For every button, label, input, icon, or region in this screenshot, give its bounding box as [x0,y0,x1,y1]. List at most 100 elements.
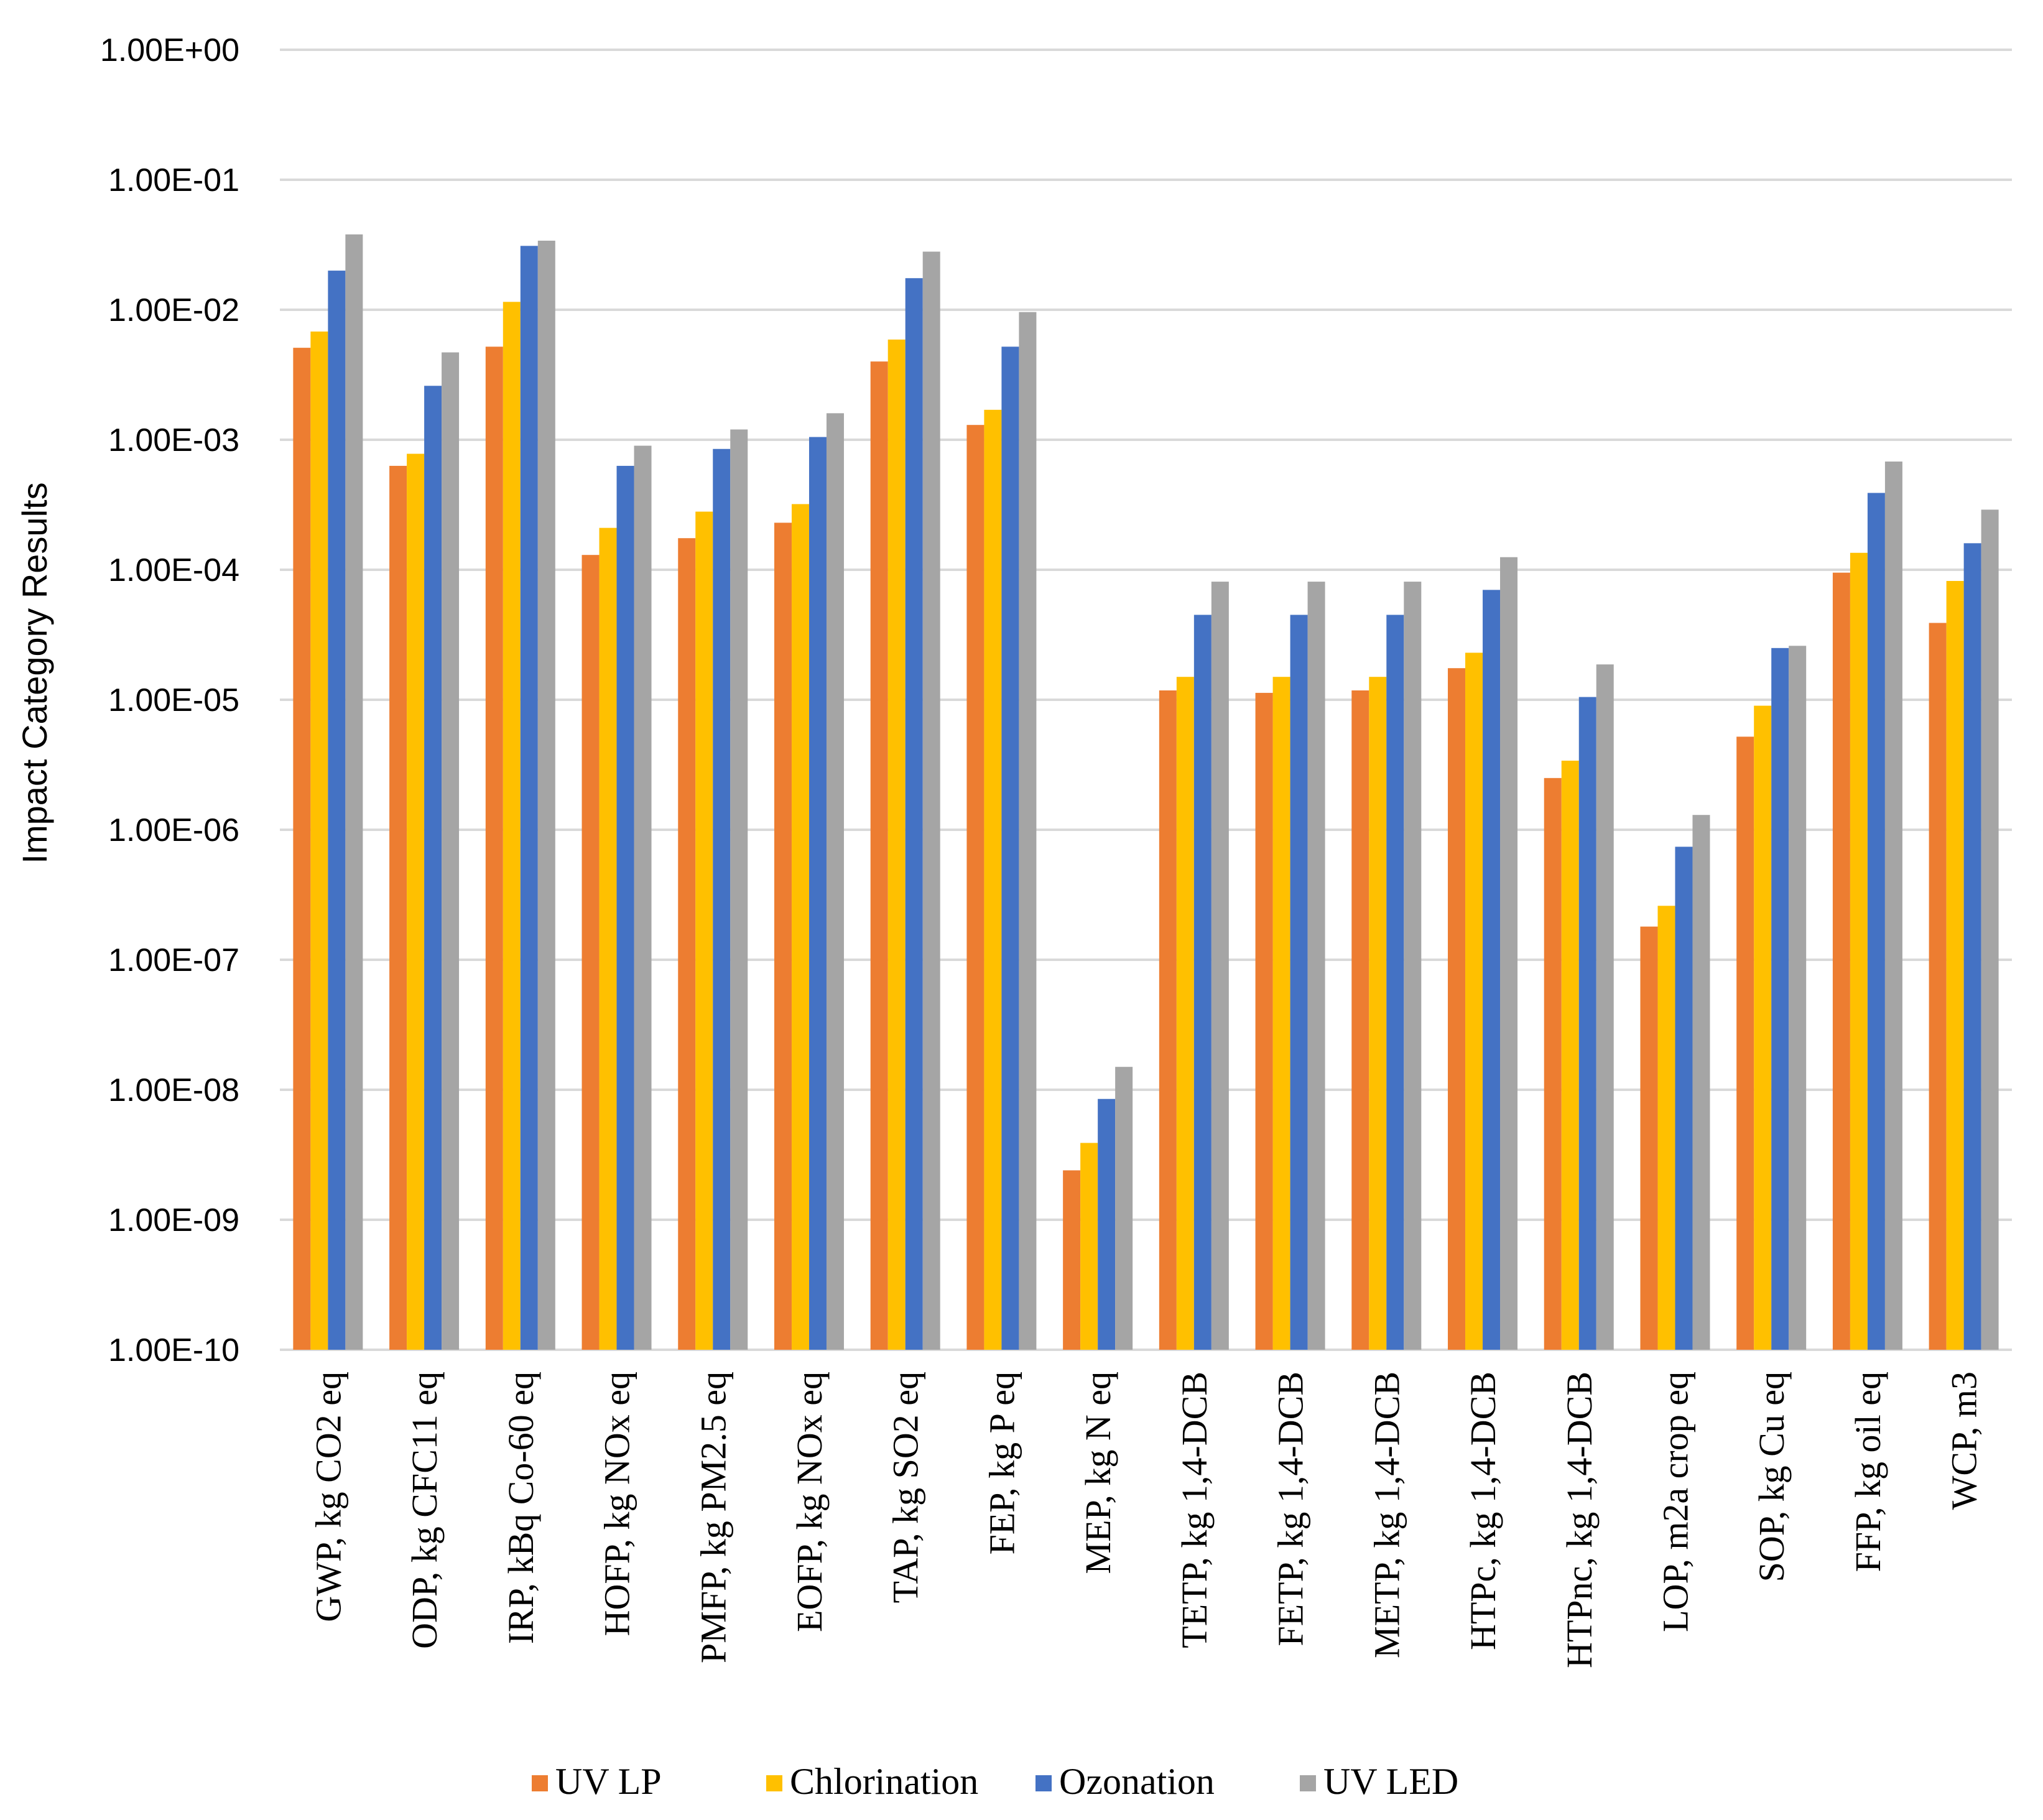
bar-chlorination [1080,1143,1098,1350]
bar-ozonation [1483,590,1501,1350]
x-axis-ticks: GWP, kg CO2 eq ODP, kg CFC11 eq IRP, kBq C… [308,1372,1984,1668]
bar-uv-lp [1929,623,1947,1350]
x-tick-label: TAP, kg SO2 eq [886,1372,926,1603]
x-tick-label: HTPnc, kg 1,4-DCB [1559,1372,1600,1668]
bar-uv-led [1404,582,1422,1350]
bars [293,234,1999,1350]
bar-uv-lp [1351,690,1369,1350]
bar-chlorination [984,409,1002,1350]
legend-swatch-ozonation [1035,1775,1052,1791]
bar-ozonation [424,386,442,1350]
bar-ozonation [905,278,923,1350]
bar-uv-led [1211,582,1229,1350]
legend-swatch-uv-led [1300,1775,1316,1791]
x-tick-label: SOP, kg Cu eq [1751,1372,1792,1582]
bar-chlorination [1657,906,1675,1350]
bar-ozonation [328,271,346,1350]
x-tick-label: LOP, m2a crop eq [1655,1372,1695,1632]
bar-uv-lp [1640,926,1658,1350]
y-tick-label: 1.00E-04 [108,552,239,588]
bar-uv-led [1019,312,1037,1350]
bar-uv-led [1692,815,1710,1350]
bar-uv-lp [1832,572,1850,1350]
y-tick-label: 1.00E+00 [100,32,239,68]
y-tick-label: 1.00E-02 [108,292,239,328]
bar-uv-lp [678,538,696,1350]
bar-uv-led [922,251,940,1350]
x-tick-label: TETP, kg 1,4-DCB [1174,1372,1215,1648]
bar-uv-lp [870,361,888,1350]
y-tick-label: 1.00E-06 [108,812,239,848]
bar-uv-led [1981,509,1999,1350]
bar-uv-lp [1159,690,1177,1350]
bar-uv-led [345,234,363,1350]
legend: UV LP Chlorination Ozonation UV LED [532,1761,1458,1802]
x-tick-label: MEP, kg N eq [1078,1372,1118,1574]
bar-chlorination [1272,677,1290,1350]
bar-uv-lp [1544,778,1562,1350]
legend-swatch-chlorination [766,1775,782,1791]
y-tick-label: 1.00E-09 [108,1202,239,1238]
bar-chlorination [791,504,809,1350]
bar-uv-led [1596,664,1614,1350]
bar-chlorination [1561,760,1579,1350]
bar-ozonation [1098,1098,1116,1350]
bar-ozonation [520,246,538,1350]
bar-uv-led [1789,646,1807,1350]
bar-ozonation [713,448,731,1350]
bar-chlorination [599,527,617,1350]
x-tick-label: IRP, kBq Co-60 eq [501,1372,541,1644]
legend-label: Chlorination [790,1761,978,1802]
bar-uv-led [1500,557,1518,1350]
bar-ozonation [616,465,634,1350]
legend-label: UV LP [555,1761,662,1802]
x-tick-label: METP, kg 1,4-DCB [1366,1372,1407,1658]
bar-chlorination [310,332,328,1350]
bar-uv-led [442,352,460,1350]
bar-uv-led [1884,462,1902,1350]
x-tick-label: PMFP, kg PM2.5 eq [693,1372,733,1663]
y-tick-label: 1.00E-03 [108,422,239,458]
bar-uv-led [634,445,652,1350]
legend-label: Ozonation [1059,1761,1215,1802]
bar-chlorination [1946,581,1964,1350]
bar-chlorination [1176,677,1194,1350]
bar-ozonation [1001,346,1019,1350]
bar-ozonation [1578,697,1596,1350]
x-tick-label: FETP, kg 1,4-DCB [1271,1372,1311,1646]
y-axis-ticks: 1.00E+00 1.00E-01 1.00E-02 1.00E-03 1.00E-04… [100,32,239,1368]
bar-uv-lp [581,555,600,1350]
x-tick-label: FFP, kg oil eq [1848,1372,1888,1572]
y-tick-label: 1.00E-01 [108,162,239,198]
y-tick-label: 1.00E-07 [108,942,239,978]
bar-chlorination [503,302,521,1350]
bar-chlorination [1465,652,1483,1350]
x-tick-label: FEP, kg P eq [981,1372,1022,1554]
bar-uv-lp [1736,736,1754,1350]
x-tick-label: HOFP, kg NOx eq [597,1372,637,1636]
bar-chlorination [695,511,713,1350]
bar-ozonation [1193,615,1211,1350]
bar-ozonation [1675,847,1693,1350]
y-tick-label: 1.00E-08 [108,1072,239,1108]
x-tick-label: WCP, m3 [1944,1372,1985,1510]
bar-chlorination [887,339,906,1350]
bar-uv-led [1115,1067,1133,1350]
bar-chlorination [1754,705,1772,1350]
bar-ozonation [1963,543,1981,1350]
bar-chlorination [407,453,425,1350]
y-tick-label: 1.00E-05 [108,682,239,718]
y-tick-label: 1.00E-10 [108,1332,239,1368]
bar-uv-lp [389,465,407,1350]
bar-uv-led [1307,582,1325,1350]
bar-ozonation [1867,493,1885,1350]
bar-uv-lp [774,522,792,1350]
x-tick-label: EOFP, kg NOx eq [789,1372,830,1632]
x-tick-label: HTPc, kg 1,4-DCB [1463,1372,1503,1650]
bar-uv-led [826,413,844,1350]
bar-uv-lp [1448,668,1466,1350]
legend-swatch-uv-lp [532,1775,548,1791]
bar-ozonation [1771,648,1789,1350]
bar-uv-lp [1063,1170,1081,1350]
bar-ozonation [1386,615,1404,1350]
